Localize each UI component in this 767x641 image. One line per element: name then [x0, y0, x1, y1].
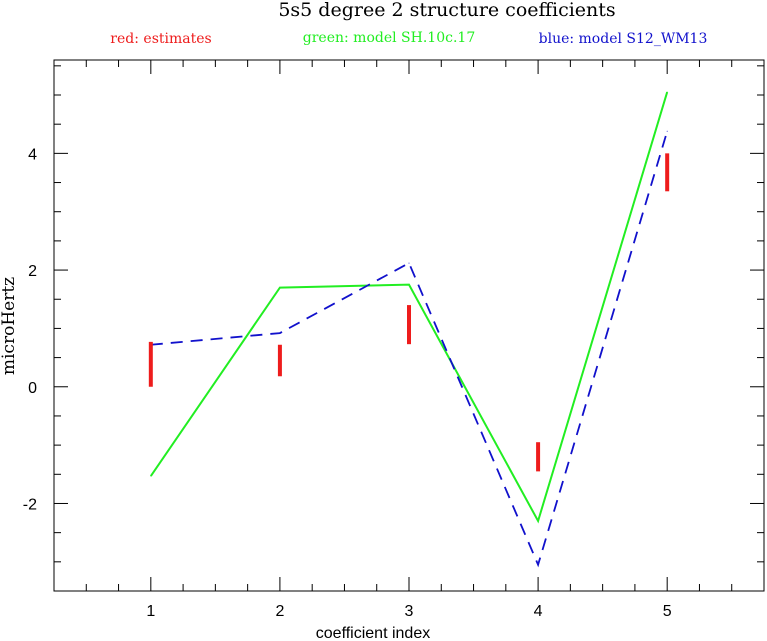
x-tick-label: 2 — [275, 603, 284, 620]
y-tick-label: 4 — [28, 146, 37, 163]
series-point-1 — [408, 284, 410, 286]
series-point-2 — [279, 332, 281, 334]
series-point-1 — [279, 287, 281, 289]
series-point-1 — [537, 520, 539, 522]
y-tick-label: -2 — [23, 496, 37, 513]
legend-estimates: red: estimates — [110, 31, 211, 47]
x-tick-label: 5 — [663, 603, 672, 620]
series-point-1 — [150, 475, 152, 477]
x-tick-label: 3 — [405, 603, 414, 620]
x-axis-label: coefficient index — [316, 625, 430, 641]
y-axis-label: microHertz — [0, 277, 19, 375]
series-point-1 — [666, 91, 668, 93]
ticks — [53, 60, 765, 592]
series-point-2 — [666, 130, 668, 132]
tick-labels: 1 2 3 4 5 -2 0 2 4 — [23, 146, 672, 620]
error-bars — [148, 153, 670, 472]
series-line-2 — [150, 130, 669, 568]
chart-title: 5s5 degree 2 structure coefficients — [278, 0, 615, 21]
series-layer — [149, 91, 669, 568]
series-point-2 — [408, 262, 410, 264]
legend-green-model: green: model SH.10c.17 — [303, 30, 475, 46]
series-point-2 — [537, 564, 539, 566]
y-tick-label: 0 — [28, 380, 37, 397]
x-tick-label: 1 — [146, 603, 155, 620]
y-tick-label: 2 — [28, 263, 37, 280]
x-tick-label: 4 — [534, 603, 543, 620]
legend-blue-model: blue: model S12_WM13 — [539, 31, 708, 47]
